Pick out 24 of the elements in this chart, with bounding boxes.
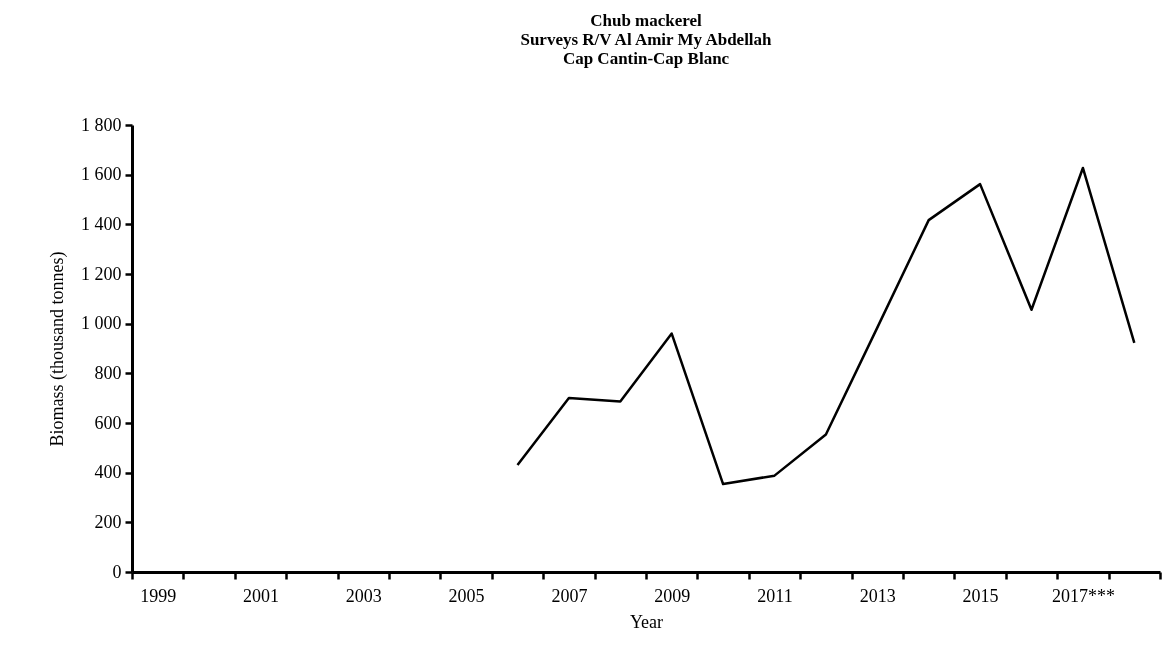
x-tick-label: 2011 [757, 585, 793, 606]
x-tick-label: 2001 [243, 585, 279, 606]
y-tick-label: 1 600 [81, 164, 122, 185]
chart-title: Chub mackerel Surveys R/V Al Amir My Abdellah Cap Cantin-Cap Blanc [520, 11, 773, 68]
line-series [516, 166, 1136, 486]
y-tick-label: 200 [94, 511, 122, 532]
y-tick-label: 600 [94, 412, 122, 433]
y-tick-label: 400 [94, 462, 122, 483]
y-tick-label: 1 800 [81, 114, 122, 135]
x-tick-label: 2013 [859, 585, 896, 606]
x-tick-label: 2017*** [1051, 585, 1115, 606]
x-tick-label: 2009 [654, 585, 691, 606]
y-tick-label: 800 [94, 362, 122, 383]
x-tick-label: 2015 [962, 585, 999, 606]
y-tick-label: 1 000 [81, 313, 122, 334]
y-tick-label: 0 [112, 561, 122, 582]
y-tick-label: 1 200 [81, 263, 122, 284]
y-tick-label: 1 400 [81, 213, 122, 234]
x-tick-label: 2003 [345, 585, 382, 606]
x-tick-label: 1999 [140, 585, 177, 606]
y-axis-title: Biomass (thousand tonnes) [47, 251, 68, 447]
x-axis-title: Year [629, 611, 664, 632]
x-tick-label: 2005 [448, 585, 485, 606]
x-tick-label: 2007 [551, 585, 588, 606]
